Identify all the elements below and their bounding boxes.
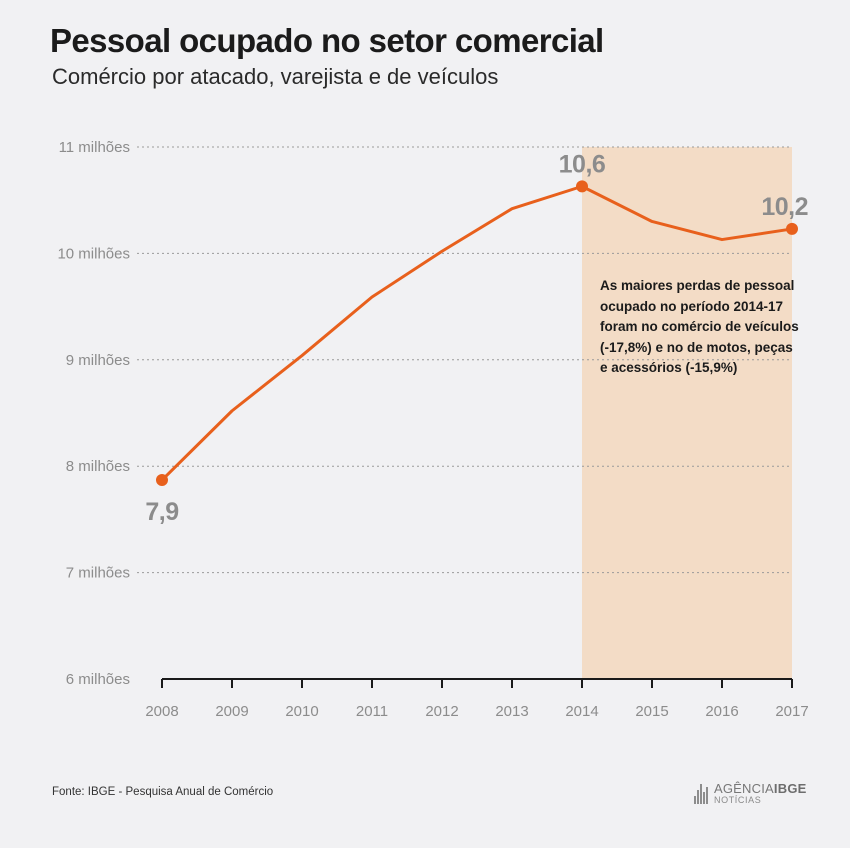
x-tick-label: 2015	[635, 703, 668, 720]
y-tick-label: 11 milhões	[59, 139, 130, 156]
y-tick-label: 9 milhões	[66, 352, 130, 369]
ibge-logo-icon	[694, 783, 710, 804]
data-label-2008: 7,9	[145, 498, 178, 526]
x-tick-label: 2016	[705, 703, 738, 720]
chart-annotation: As maiores perdas de pessoal ocupado no …	[600, 278, 799, 375]
data-label-2014: 10,6	[559, 150, 606, 178]
y-tick-label: 6 milhões	[66, 671, 130, 688]
data-label-2017: 10,2	[761, 193, 808, 221]
y-tick-label: 7 milhões	[66, 565, 130, 582]
source-note: Fonte: IBGE - Pesquisa Anual de Comércio	[52, 786, 274, 798]
logo-sub-text: NOTÍCIAS	[714, 795, 762, 805]
y-tick-label: 8 milhões	[66, 458, 130, 475]
data-point-2017	[786, 222, 798, 235]
chart-subtitle: Comércio por atacado, varejista e de veí…	[52, 64, 499, 89]
x-tick-label: 2011	[356, 703, 388, 720]
data-point-2014	[576, 180, 588, 193]
x-tick-label: 2008	[145, 703, 178, 720]
chart-title: Pessoal ocupado no setor comercial	[50, 22, 604, 59]
y-tick-label: 10 milhões	[57, 245, 130, 262]
x-tick-label: 2010	[285, 703, 318, 720]
highlight-band	[582, 147, 792, 679]
x-tick-label: 2012	[425, 703, 458, 720]
logo-main-text: AGÊNCIAIBGE	[714, 781, 807, 796]
x-tick-label: 2013	[495, 703, 528, 720]
x-tick-label: 2009	[215, 703, 248, 720]
x-tick-label: 2017	[775, 703, 808, 720]
agencia-ibge-logo: AGÊNCIAIBGE NOTÍCIAS	[694, 782, 807, 805]
data-point-2008	[156, 474, 168, 487]
series-line	[160, 184, 793, 482]
x-tick-label: 2014	[565, 703, 598, 720]
